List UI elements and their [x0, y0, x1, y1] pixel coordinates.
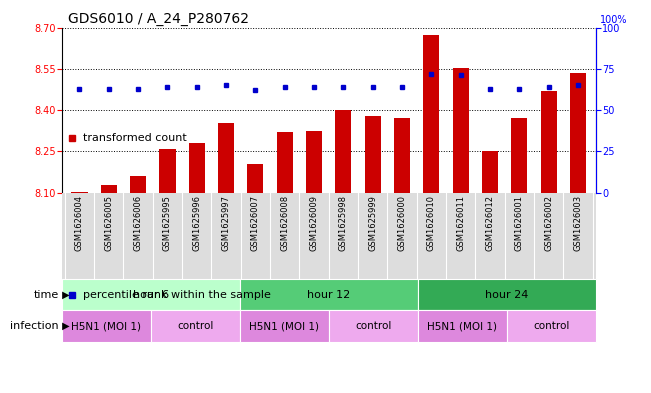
Text: time: time	[33, 290, 59, 300]
Bar	[62, 310, 151, 342]
Text: control: control	[355, 321, 391, 331]
Text: GSM1625996: GSM1625996	[192, 195, 201, 251]
Text: GSM1626009: GSM1626009	[310, 195, 318, 251]
Text: control: control	[533, 321, 570, 331]
Text: GSM1626007: GSM1626007	[251, 195, 260, 251]
Bar	[189, 143, 205, 193]
Text: GSM1626011: GSM1626011	[456, 195, 465, 251]
Text: hour 24: hour 24	[485, 290, 529, 300]
Text: GSM1626003: GSM1626003	[574, 195, 583, 251]
Bar	[511, 118, 527, 193]
Text: GSM1625995: GSM1625995	[163, 195, 172, 251]
Bar	[306, 132, 322, 193]
Bar	[418, 310, 506, 342]
Bar	[506, 310, 596, 342]
Text: H5N1 (MOI 1): H5N1 (MOI 1)	[427, 321, 497, 331]
Text: GDS6010 / A_24_P280762: GDS6010 / A_24_P280762	[68, 11, 249, 26]
Bar	[452, 68, 469, 193]
Text: GSM1626001: GSM1626001	[515, 195, 524, 251]
Bar	[394, 118, 410, 193]
Bar	[240, 310, 329, 342]
Bar	[159, 149, 176, 193]
Text: ▶: ▶	[59, 321, 69, 331]
Text: hour 12: hour 12	[307, 290, 350, 300]
Text: GSM1626005: GSM1626005	[104, 195, 113, 251]
Text: GSM1626010: GSM1626010	[427, 195, 436, 251]
Bar	[277, 132, 293, 193]
Text: GSM1626012: GSM1626012	[486, 195, 495, 251]
Text: percentile rank within the sample: percentile rank within the sample	[83, 290, 271, 300]
Bar	[101, 185, 117, 193]
Bar	[570, 73, 586, 193]
Text: H5N1 (MOI 1): H5N1 (MOI 1)	[72, 321, 141, 331]
Text: hour 6: hour 6	[133, 290, 169, 300]
Bar	[335, 110, 352, 193]
Bar	[151, 310, 240, 342]
Text: transformed count: transformed count	[83, 132, 186, 143]
Bar	[62, 279, 240, 310]
Bar	[541, 91, 557, 193]
Text: GSM1626004: GSM1626004	[75, 195, 84, 251]
Bar	[423, 35, 439, 193]
Text: control: control	[177, 321, 214, 331]
Bar	[218, 123, 234, 193]
Text: GSM1626002: GSM1626002	[544, 195, 553, 251]
Text: GSM1626006: GSM1626006	[133, 195, 143, 251]
Text: GSM1626008: GSM1626008	[281, 195, 289, 251]
Text: infection: infection	[10, 321, 59, 331]
Text: ▶: ▶	[59, 290, 69, 300]
Bar	[72, 192, 87, 193]
Bar	[247, 163, 264, 193]
Bar	[482, 151, 498, 193]
Text: 100%: 100%	[600, 15, 628, 25]
Text: GSM1625997: GSM1625997	[221, 195, 230, 251]
Bar	[130, 176, 146, 193]
Bar	[240, 279, 418, 310]
Text: GSM1626000: GSM1626000	[398, 195, 407, 251]
Bar	[329, 310, 418, 342]
Bar	[365, 116, 381, 193]
Bar	[418, 279, 596, 310]
Text: GSM1625998: GSM1625998	[339, 195, 348, 251]
Text: GSM1625999: GSM1625999	[368, 195, 377, 251]
Text: H5N1 (MOI 1): H5N1 (MOI 1)	[249, 321, 319, 331]
